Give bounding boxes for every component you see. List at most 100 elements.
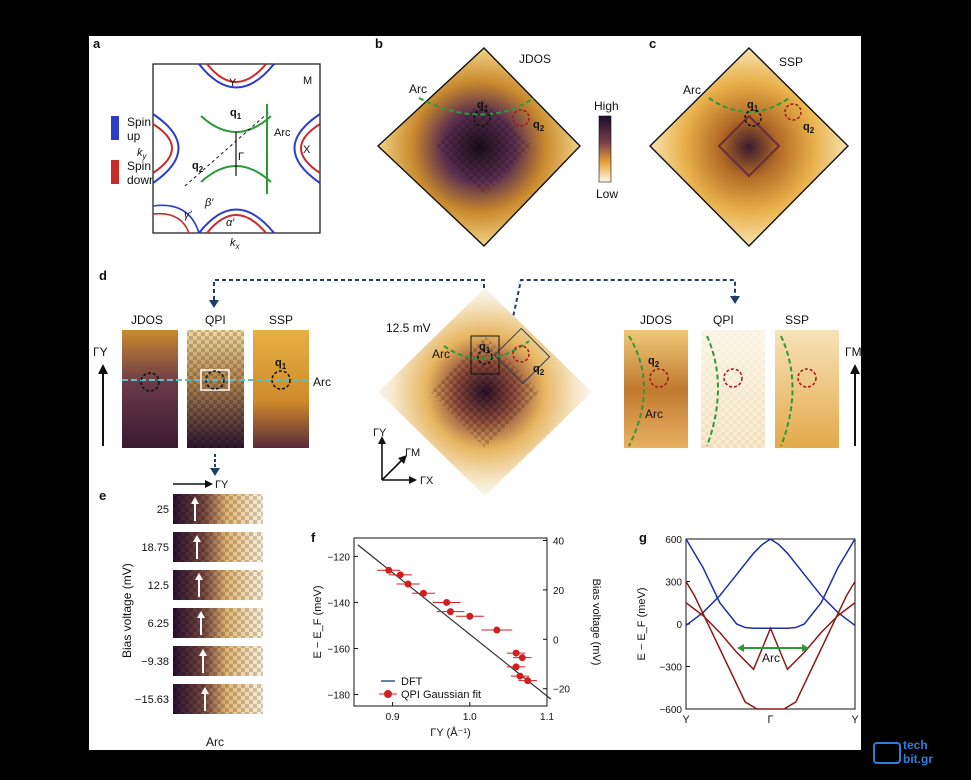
qpi-q2-circle (512, 345, 530, 363)
g-ylabel: E − E_F (meV) (636, 587, 648, 660)
d-gy-label: ΓY (93, 345, 108, 359)
g-arc-arrow-left (737, 644, 744, 652)
g-band-2 (685, 602, 856, 671)
arc-dashed-b (418, 97, 535, 116)
jdos-title: JDOS (519, 52, 551, 66)
e-row-1-texture (173, 532, 263, 562)
e-row-4-arrowhead (199, 649, 207, 656)
legend-qpi-marker (384, 690, 392, 698)
label-q2-a: q2 (192, 160, 204, 174)
g-xtick-label-2: Y (851, 714, 859, 726)
f-qpi-point-4 (443, 598, 451, 606)
d-right-ssp-arc (780, 335, 794, 447)
f-ytick-label-0: −120 (327, 552, 350, 563)
arc-label-c: Arc (683, 83, 701, 97)
qpi-box-q1 (470, 335, 500, 375)
q1-label-b: q1 (477, 99, 489, 113)
d-left-qpi-q1 (205, 370, 225, 390)
ky-axis-label: ky (137, 147, 148, 161)
f-ylabel-right: Bias voltage (mV) (590, 579, 602, 666)
d-right-q2-label: q2 (648, 355, 660, 369)
d-left-ssp-q1 (271, 370, 291, 390)
g-ytick-label-1: 300 (665, 578, 682, 589)
label-X: X (303, 144, 311, 156)
colorbar-low: Low (596, 187, 618, 201)
triad-gy-head (378, 436, 386, 444)
e-row-3-label: 6.25 (148, 618, 169, 630)
spin-down-label-2: down (127, 173, 156, 187)
ssp-title: SSP (779, 55, 803, 69)
g-xtick-label-1: Γ (767, 714, 773, 726)
d-left-q1-label: q1 (275, 357, 287, 371)
legend-dft-label: DFT (401, 676, 423, 688)
g-ytick-label-0: 600 (665, 535, 682, 546)
f-qpi-point-5 (447, 608, 454, 616)
contour-bottom-red (206, 214, 267, 234)
ssp-inner-diamond (717, 114, 781, 178)
legend-qpi-label: QPI Gaussian fit (401, 689, 481, 701)
connector-left (213, 279, 485, 332)
contour-top-blue (198, 63, 275, 89)
e-ylabel: Bias voltage (mV) (120, 563, 134, 658)
qpi-map-texture (431, 336, 539, 448)
spin-up-label-2: up (127, 129, 141, 143)
panel-c-letter: c (649, 36, 656, 51)
f-xtick-label-2: 1.1 (540, 712, 554, 723)
g-arc-label: Arc (762, 651, 780, 665)
e-row-3-texture (173, 608, 263, 638)
qpi-q2-label: q2 (533, 363, 545, 377)
triad-gx-head (409, 476, 417, 484)
panel-b-letter: b (375, 36, 383, 51)
d-right-arc-label: Arc (645, 407, 663, 421)
e-row-5-texture (173, 684, 263, 714)
f-y2tick-label-1: 20 (553, 586, 565, 597)
q2-label-c: q2 (803, 121, 815, 135)
logo-word-1: tech (903, 738, 928, 752)
connector-right (508, 279, 736, 337)
f-qpi-point-12 (524, 677, 532, 685)
ssp-map (649, 47, 849, 247)
f-y2tick-label-3: −20 (553, 685, 570, 696)
qpi-q1-circle (477, 349, 493, 365)
d-left-title-qpi: QPI (205, 313, 226, 327)
d-right-qpi-texture (701, 330, 765, 448)
colorbar (598, 115, 612, 183)
f-qpi-point-6 (466, 612, 474, 620)
colorbar-high: High (594, 99, 619, 113)
panel-e-letter: e (99, 488, 106, 503)
panel-d-letter: d (99, 268, 107, 283)
contour-right-blue (293, 113, 321, 184)
contour-beta-prime (152, 212, 190, 234)
spin-up-label: Spin (127, 115, 151, 129)
e-row-1-arrowhead (193, 535, 201, 542)
f-qpi-point-11 (516, 672, 524, 680)
e-rows: 25 18.75 12.5 6.25 −9.38 −15.63 (135, 494, 263, 714)
g-band-3 (685, 581, 856, 710)
techbit-logo: tech bit.gr (873, 732, 953, 772)
f-ytick-label-2: −160 (327, 644, 350, 655)
figure-art: a Spin up Spin down Y M X Γ Arc q1 q2 γ′… (93, 36, 861, 749)
label-Y: Y (229, 77, 237, 89)
d-left-qpi-box (200, 369, 230, 391)
g-band-1 (685, 538, 856, 629)
f-xtick-label-1: 1.0 (463, 712, 477, 723)
q2-label-b: q2 (533, 119, 545, 133)
e-row-0-arrowhead (191, 497, 199, 504)
f-qpi-point-8 (512, 649, 520, 657)
triad-gx-label: ΓX (420, 475, 434, 487)
arc-dashed-c (708, 97, 790, 113)
e-row-0-label: 25 (157, 504, 169, 516)
d-left-qpi-texture (187, 330, 244, 448)
d-right-title-jdos: JDOS (640, 313, 672, 327)
triad-gy-label: ΓY (373, 427, 387, 439)
qpi-bias-label: 12.5 mV (386, 321, 431, 335)
f-frame (353, 537, 548, 707)
e-row-4-texture (173, 646, 263, 676)
f-qpi-point-10 (512, 663, 520, 671)
q2-circle-b (512, 109, 530, 127)
d-right-ssp-strip (775, 330, 839, 448)
d-right-title-ssp: SSP (785, 313, 809, 327)
e-row-2-arrowhead (195, 573, 203, 580)
label-q1-a: q1 (230, 107, 242, 121)
